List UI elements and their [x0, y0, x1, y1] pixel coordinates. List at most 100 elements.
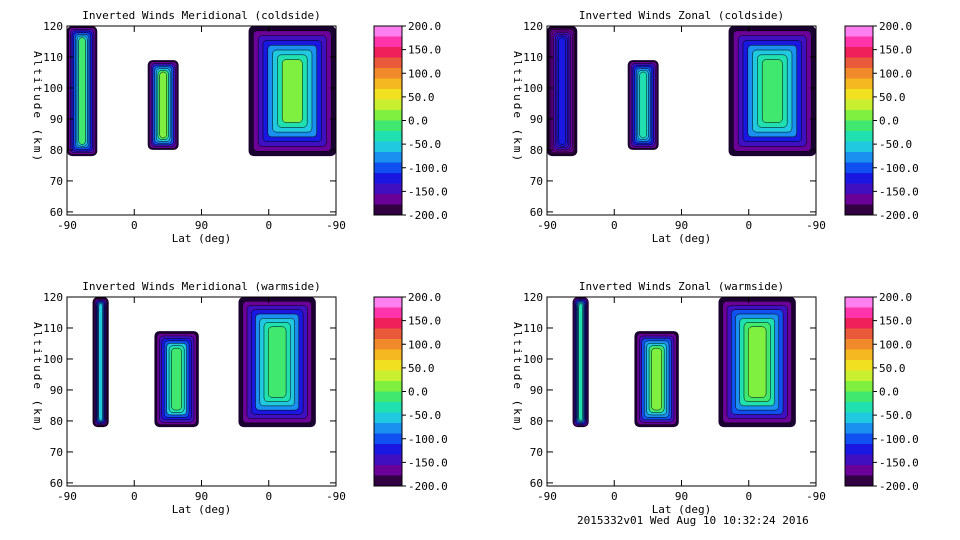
colorbar-tick-label: 100.0	[879, 338, 912, 351]
y-tick-label: 60	[530, 206, 543, 219]
colorbar-tick-label: 200.0	[408, 291, 441, 304]
data-block-band	[267, 326, 287, 398]
y-tick-label: 100	[43, 353, 63, 366]
data-block-band	[578, 302, 583, 422]
colorbar-segment	[374, 297, 402, 308]
colorbar-segment	[845, 204, 873, 216]
colorbar-segment	[374, 391, 402, 403]
y-tick-label: 60	[50, 206, 63, 219]
colorbar-segment	[374, 204, 402, 216]
colorbar-tick-label: 0.0	[879, 115, 899, 128]
colorbar-segment	[845, 454, 873, 466]
colorbar-segment	[374, 328, 402, 340]
x-axis-label: Lat (deg)	[172, 232, 232, 245]
y-tick-label: 90	[50, 113, 63, 126]
colorbar-tick-label: 200.0	[408, 20, 441, 33]
colorbar-segment	[374, 36, 402, 48]
colorbar-segment	[845, 349, 873, 361]
colorbar-segment	[374, 381, 402, 392]
x-tick-label: -90	[326, 219, 346, 232]
colorbar-segment	[845, 162, 873, 174]
data-block-band	[98, 302, 103, 422]
colorbar-segment	[374, 78, 402, 90]
colorbar-segment	[845, 433, 873, 445]
colorbar-segment	[845, 141, 873, 153]
colorbar-segment	[845, 328, 873, 340]
colorbar-segment	[374, 360, 402, 371]
colorbar-segment	[374, 444, 402, 455]
y-tick-label: 70	[530, 446, 543, 459]
data-block-band	[78, 37, 86, 145]
y-tick-label: 70	[50, 446, 63, 459]
colorbar-segment	[374, 339, 402, 350]
colorbar-tick-label: 0.0	[879, 386, 899, 399]
colorbar-segment	[845, 173, 873, 184]
colorbar-segment	[374, 131, 402, 142]
data-block-band	[639, 71, 647, 139]
y-tick-label: 60	[530, 477, 543, 490]
colorbar-segment	[845, 89, 873, 100]
y-axis-label: Altitude (km)	[511, 51, 524, 163]
y-tick-label: 80	[530, 144, 543, 157]
x-tick-label: 90	[195, 490, 208, 503]
x-tick-label: -90	[537, 490, 557, 503]
colorbar-segment	[374, 412, 402, 424]
colorbar-segment	[374, 465, 402, 476]
y-tick-label: 80	[530, 415, 543, 428]
colorbar-segment	[374, 141, 402, 153]
y-tick-label: 120	[523, 20, 543, 33]
data-block-band	[761, 59, 783, 123]
colorbar-segment	[374, 194, 402, 205]
colorbar-segment	[374, 152, 402, 163]
y-tick-label: 90	[530, 113, 543, 126]
colorbar-segment	[845, 47, 873, 58]
colorbar-segment	[374, 47, 402, 58]
colorbar-tick-label: -150.0	[408, 456, 448, 469]
y-axis-label: Altitude (km)	[31, 322, 44, 434]
colorbar-segment	[845, 402, 873, 413]
colorbar-tick-label: -200.0	[879, 480, 919, 493]
y-tick-label: 120	[523, 291, 543, 304]
colorbar-tick-label: -100.0	[408, 433, 448, 446]
x-tick-label: 90	[675, 490, 688, 503]
y-tick-label: 120	[43, 20, 63, 33]
x-tick-label: -90	[57, 219, 77, 232]
colorbar-segment	[845, 360, 873, 371]
colorbar-segment	[845, 183, 873, 195]
y-tick-label: 110	[523, 322, 543, 335]
colorbar-tick-label: -150.0	[879, 185, 919, 198]
x-tick-label: 0	[265, 219, 272, 232]
colorbar-segment	[845, 339, 873, 350]
data-block-band	[651, 347, 662, 411]
y-tick-label: 100	[43, 82, 63, 95]
colorbar-segment	[374, 307, 402, 319]
colorbar-segment	[374, 110, 402, 121]
colorbar-tick-label: 150.0	[408, 315, 441, 328]
colorbar-tick-label: -200.0	[408, 480, 448, 493]
x-tick-label: 0	[265, 490, 272, 503]
chart-title: Inverted Winds Zonal (coldside)	[579, 9, 784, 22]
x-tick-label: -90	[326, 490, 346, 503]
colorbar-tick-label: 50.0	[408, 91, 435, 104]
x-tick-label: 0	[745, 219, 752, 232]
x-tick-label: 0	[745, 490, 752, 503]
colorbar-segment	[374, 120, 402, 132]
colorbar-segment	[845, 68, 873, 79]
colorbar-tick-label: 0.0	[408, 115, 428, 128]
x-axis-label: Lat (deg)	[652, 503, 712, 516]
colorbar-segment	[845, 120, 873, 132]
colorbar-tick-label: -50.0	[879, 409, 912, 422]
colorbar-tick-label: 200.0	[879, 291, 912, 304]
x-tick-label: -90	[806, 490, 826, 503]
y-axis-label: Altitude (km)	[511, 322, 524, 434]
colorbar-tick-label: 50.0	[879, 91, 906, 104]
y-tick-label: 60	[50, 477, 63, 490]
colorbar-segment	[374, 370, 402, 382]
colorbar-segment	[374, 183, 402, 195]
colorbar-tick-label: 100.0	[408, 67, 441, 80]
colorbar-tick-label: -50.0	[408, 409, 441, 422]
colorbar-segment	[845, 297, 873, 308]
colorbar-segment	[374, 99, 402, 111]
colorbar-tick-label: -100.0	[879, 162, 919, 175]
